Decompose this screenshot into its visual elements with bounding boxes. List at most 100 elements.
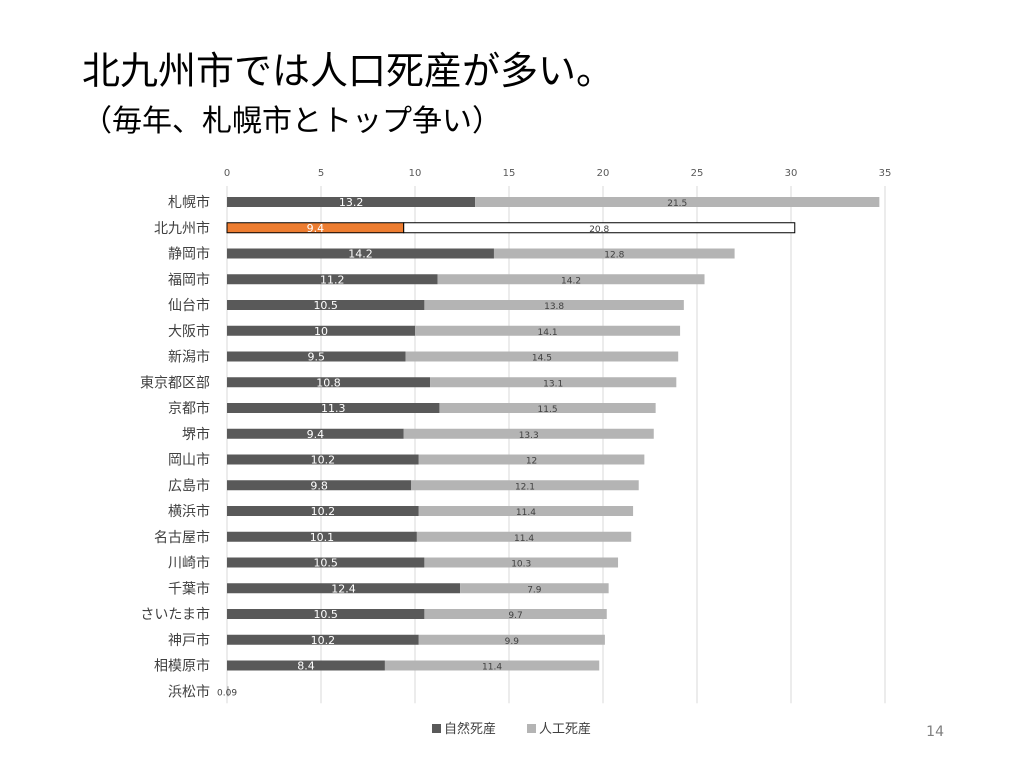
bar-segment-natural [227, 351, 406, 362]
bar-segment-artificial [227, 686, 229, 697]
bar-segment-natural [227, 377, 431, 388]
data-label-natural: 10.5 [313, 299, 338, 312]
category-label: 北九州市 [154, 220, 210, 237]
data-label-artificial: 0.09 [217, 688, 237, 698]
data-label-artificial: 7.9 [527, 585, 542, 595]
data-label-natural: 8.4 [297, 660, 315, 673]
category-label: さいたま市 [140, 606, 210, 623]
data-label-natural: 11.2 [320, 273, 345, 286]
category-label: 千葉市 [168, 580, 210, 597]
data-label-artificial: 20.8 [589, 225, 609, 235]
bar-segment-artificial [403, 428, 654, 439]
data-label-natural: 10.2 [311, 505, 336, 518]
bar-segment-natural [227, 506, 419, 516]
category-label: 福岡市 [168, 271, 210, 288]
bar-segment-artificial [403, 222, 796, 234]
data-label-natural: 9.4 [307, 428, 325, 441]
bar-segment-artificial [460, 583, 609, 594]
data-label-artificial: 11.4 [516, 508, 536, 518]
data-label-artificial: 10.3 [511, 560, 531, 570]
category-label: 名古屋市 [154, 529, 210, 546]
category-label: 神戸市 [168, 632, 210, 649]
x-tick-label: 15 [503, 168, 516, 179]
bar-segment-natural [227, 325, 415, 336]
bar-segment-natural [227, 428, 404, 439]
data-label-natural: 10.2 [311, 454, 336, 467]
bar-segment-artificial [416, 531, 632, 542]
data-label-artificial: 11.5 [538, 405, 558, 415]
data-label-natural: 12.4 [331, 582, 356, 595]
bar-segment-natural [227, 403, 440, 413]
legend-swatch [432, 724, 441, 733]
x-tick-label: 20 [597, 168, 610, 179]
category-label: 新潟市 [168, 349, 210, 366]
bar-segment-natural [227, 583, 461, 594]
bar-segment-artificial [424, 609, 607, 619]
bar-segment-artificial [493, 248, 735, 259]
data-label-natural: 9.5 [308, 351, 326, 364]
x-tick-label: 30 [785, 168, 798, 179]
data-label-natural: 10.5 [313, 608, 338, 621]
bar-segment-natural [227, 660, 385, 671]
data-label-artificial: 13.3 [519, 431, 539, 441]
bar-segment-artificial [418, 454, 645, 465]
bar-segment-natural [227, 300, 425, 310]
legend-label: 自然死産 [444, 721, 496, 737]
x-tick-label: 35 [879, 168, 892, 179]
bar-segment-artificial [418, 506, 634, 516]
category-label: 浜松市 [168, 683, 210, 700]
bar-segment-natural [227, 557, 425, 568]
data-label-artificial: 13.1 [543, 379, 563, 389]
data-label-natural: 10.5 [313, 557, 338, 570]
data-label-artificial: 11.4 [514, 534, 534, 544]
data-label-artificial: 9.9 [505, 637, 520, 647]
slide-title: 北九州市では人口死産が多い。 [82, 49, 615, 93]
bar-segment-artificial [424, 300, 684, 310]
bar-segment-artificial [415, 325, 681, 336]
data-label-natural: 14.2 [348, 248, 373, 261]
category-label: 札幌市 [168, 194, 210, 211]
x-tick-label: 25 [691, 168, 704, 179]
bar-segment-natural [227, 454, 419, 465]
data-label-natural: 10.2 [311, 634, 336, 647]
data-label-natural: 10 [314, 325, 328, 338]
category-label: 広島市 [168, 477, 210, 494]
bar-segment-artificial [384, 660, 600, 671]
x-tick-label: 0 [224, 168, 230, 179]
bar-segment-natural [227, 531, 417, 542]
slide-subtitle: （毎年、札幌市とトップ争い） [82, 104, 502, 139]
bar-segment-artificial [430, 377, 677, 388]
bar-segment-artificial [418, 634, 605, 645]
data-label-artificial: 12 [526, 457, 537, 467]
category-label: 堺市 [182, 426, 210, 443]
data-label-artificial: 14.2 [561, 276, 581, 286]
x-tick-label: 10 [409, 168, 422, 179]
bar-segment-natural [227, 274, 438, 285]
bar-segment-artificial [437, 274, 705, 285]
legend-label: 人工死産 [539, 721, 591, 737]
data-label-artificial: 12.1 [515, 482, 535, 492]
bar-segment-artificial [424, 557, 619, 568]
bar-segment-natural [227, 609, 425, 619]
category-label: 川崎市 [168, 555, 210, 572]
category-label: 仙台市 [168, 297, 210, 314]
data-label-natural: 11.3 [321, 402, 346, 415]
data-label-artificial: 21.5 [667, 199, 687, 209]
bar-segment-artificial [475, 197, 880, 207]
bar-segment-natural [227, 634, 419, 645]
data-label-natural: 10.1 [310, 531, 335, 544]
bar-segment-artificial [411, 480, 639, 491]
category-label: 京都市 [168, 400, 210, 417]
category-label: 静岡市 [168, 246, 210, 263]
bar-segment-natural [227, 197, 476, 207]
data-label-artificial: 13.8 [544, 302, 564, 312]
bar-segment-artificial [439, 403, 656, 413]
data-label-artificial: 12.8 [604, 251, 624, 261]
data-label-artificial: 14.5 [532, 354, 552, 364]
x-tick-label: 5 [318, 168, 324, 179]
data-label-artificial: 11.4 [482, 663, 502, 673]
legend-swatch [527, 724, 536, 733]
data-label-artificial: 14.1 [538, 328, 558, 338]
category-label: 相模原市 [154, 658, 210, 675]
